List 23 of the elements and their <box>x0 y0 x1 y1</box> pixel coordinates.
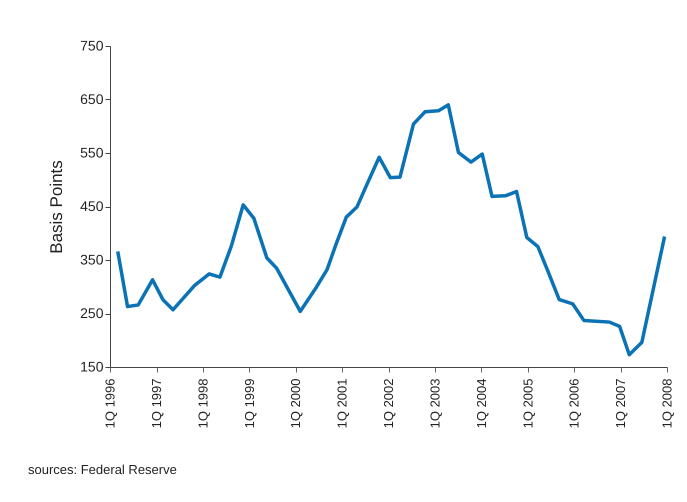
y-tick-label: 150 <box>80 358 104 374</box>
x-tick-label: 1Q 2007 <box>613 378 628 428</box>
x-tick-label: 1Q 2008 <box>660 378 674 428</box>
y-tick-label: 550 <box>80 144 104 160</box>
x-tick-label: 1Q 1998 <box>195 378 210 428</box>
line-series <box>116 103 666 356</box>
y-tick-label: 250 <box>80 305 104 321</box>
y-axis-title: Basis Points <box>47 160 66 254</box>
x-tick-label: 1Q 2001 <box>334 378 350 428</box>
x-tick-label: 1Q 2005 <box>520 378 536 428</box>
source-note: sources: Federal Reserve <box>28 462 177 477</box>
y-tick-label: 350 <box>80 252 104 268</box>
x-tick-label: 1Q 1996 <box>102 378 118 428</box>
x-tick-label: 1Q 1999 <box>242 378 257 428</box>
y-tick-label: 450 <box>80 198 104 214</box>
x-tick-label: 1Q 2004 <box>474 378 489 428</box>
x-tick-label: 1Q 2000 <box>288 378 304 428</box>
x-tick-label: 1Q 2002 <box>381 378 396 428</box>
x-tick-label: 1Q 2006 <box>566 378 582 428</box>
y-tick-label: 750 <box>80 38 104 54</box>
x-tick-label: 1Q 1997 <box>149 378 164 428</box>
x-tick-label: 1Q 2003 <box>427 378 442 428</box>
y-tick-label: 650 <box>80 91 104 107</box>
